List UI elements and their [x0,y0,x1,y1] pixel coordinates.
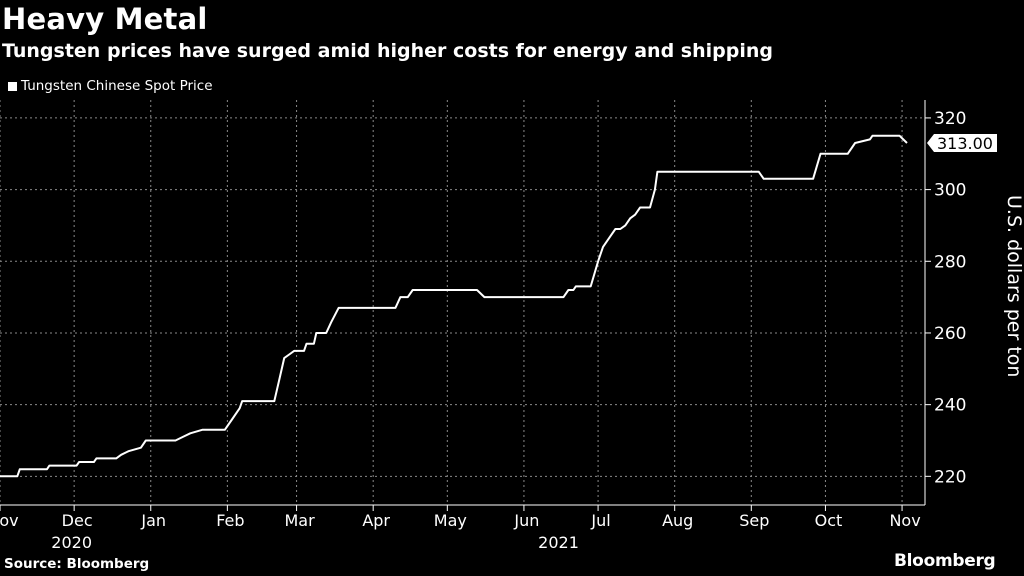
x-tick-label: Mar [284,511,315,530]
x-tick-label: Oct [815,511,843,530]
x-year-label: 2021 [538,533,579,552]
chart-subtitle: Tungsten prices have surged amid higher … [2,40,773,62]
y-axis-label: U.S. dollars per ton [1003,195,1024,378]
x-tick-label: Sep [739,511,769,530]
last-value-label: 313.00 [937,134,993,153]
legend: Tungsten Chinese Spot Price [8,78,213,94]
y-tick-label: 220 [934,467,966,487]
last-value-callout [927,134,997,153]
y-tick-label: 280 [934,252,966,272]
y-tick-label: 240 [934,396,966,416]
y-tick-label: 320 [934,109,966,129]
x-tick-label: Jul [590,511,610,530]
y-tick-label: 300 [934,181,966,201]
legend-label: Tungsten Chinese Spot Price [21,78,213,94]
x-tick-label: Apr [362,511,390,530]
x-tick-label: Feb [216,511,244,530]
series-line-tungsten [0,134,908,478]
chart-title: Heavy Metal [2,2,208,36]
bloomberg-logo: Bloomberg [894,551,996,571]
x-tick-label: Nov [889,511,920,530]
x-tick-label: Jan [140,511,166,530]
x-tick-label: Aug [662,511,693,530]
y-tick-label: 260 [934,324,966,344]
x-year-label: 2020 [51,533,92,552]
x-tick-label: Dec [62,511,93,530]
x-tick-label: Nov [0,511,19,530]
legend-swatch [8,81,17,91]
x-tick-label: May [434,511,467,530]
source-note: Source: Bloomberg [4,556,150,572]
x-tick-label: Jun [513,511,539,530]
